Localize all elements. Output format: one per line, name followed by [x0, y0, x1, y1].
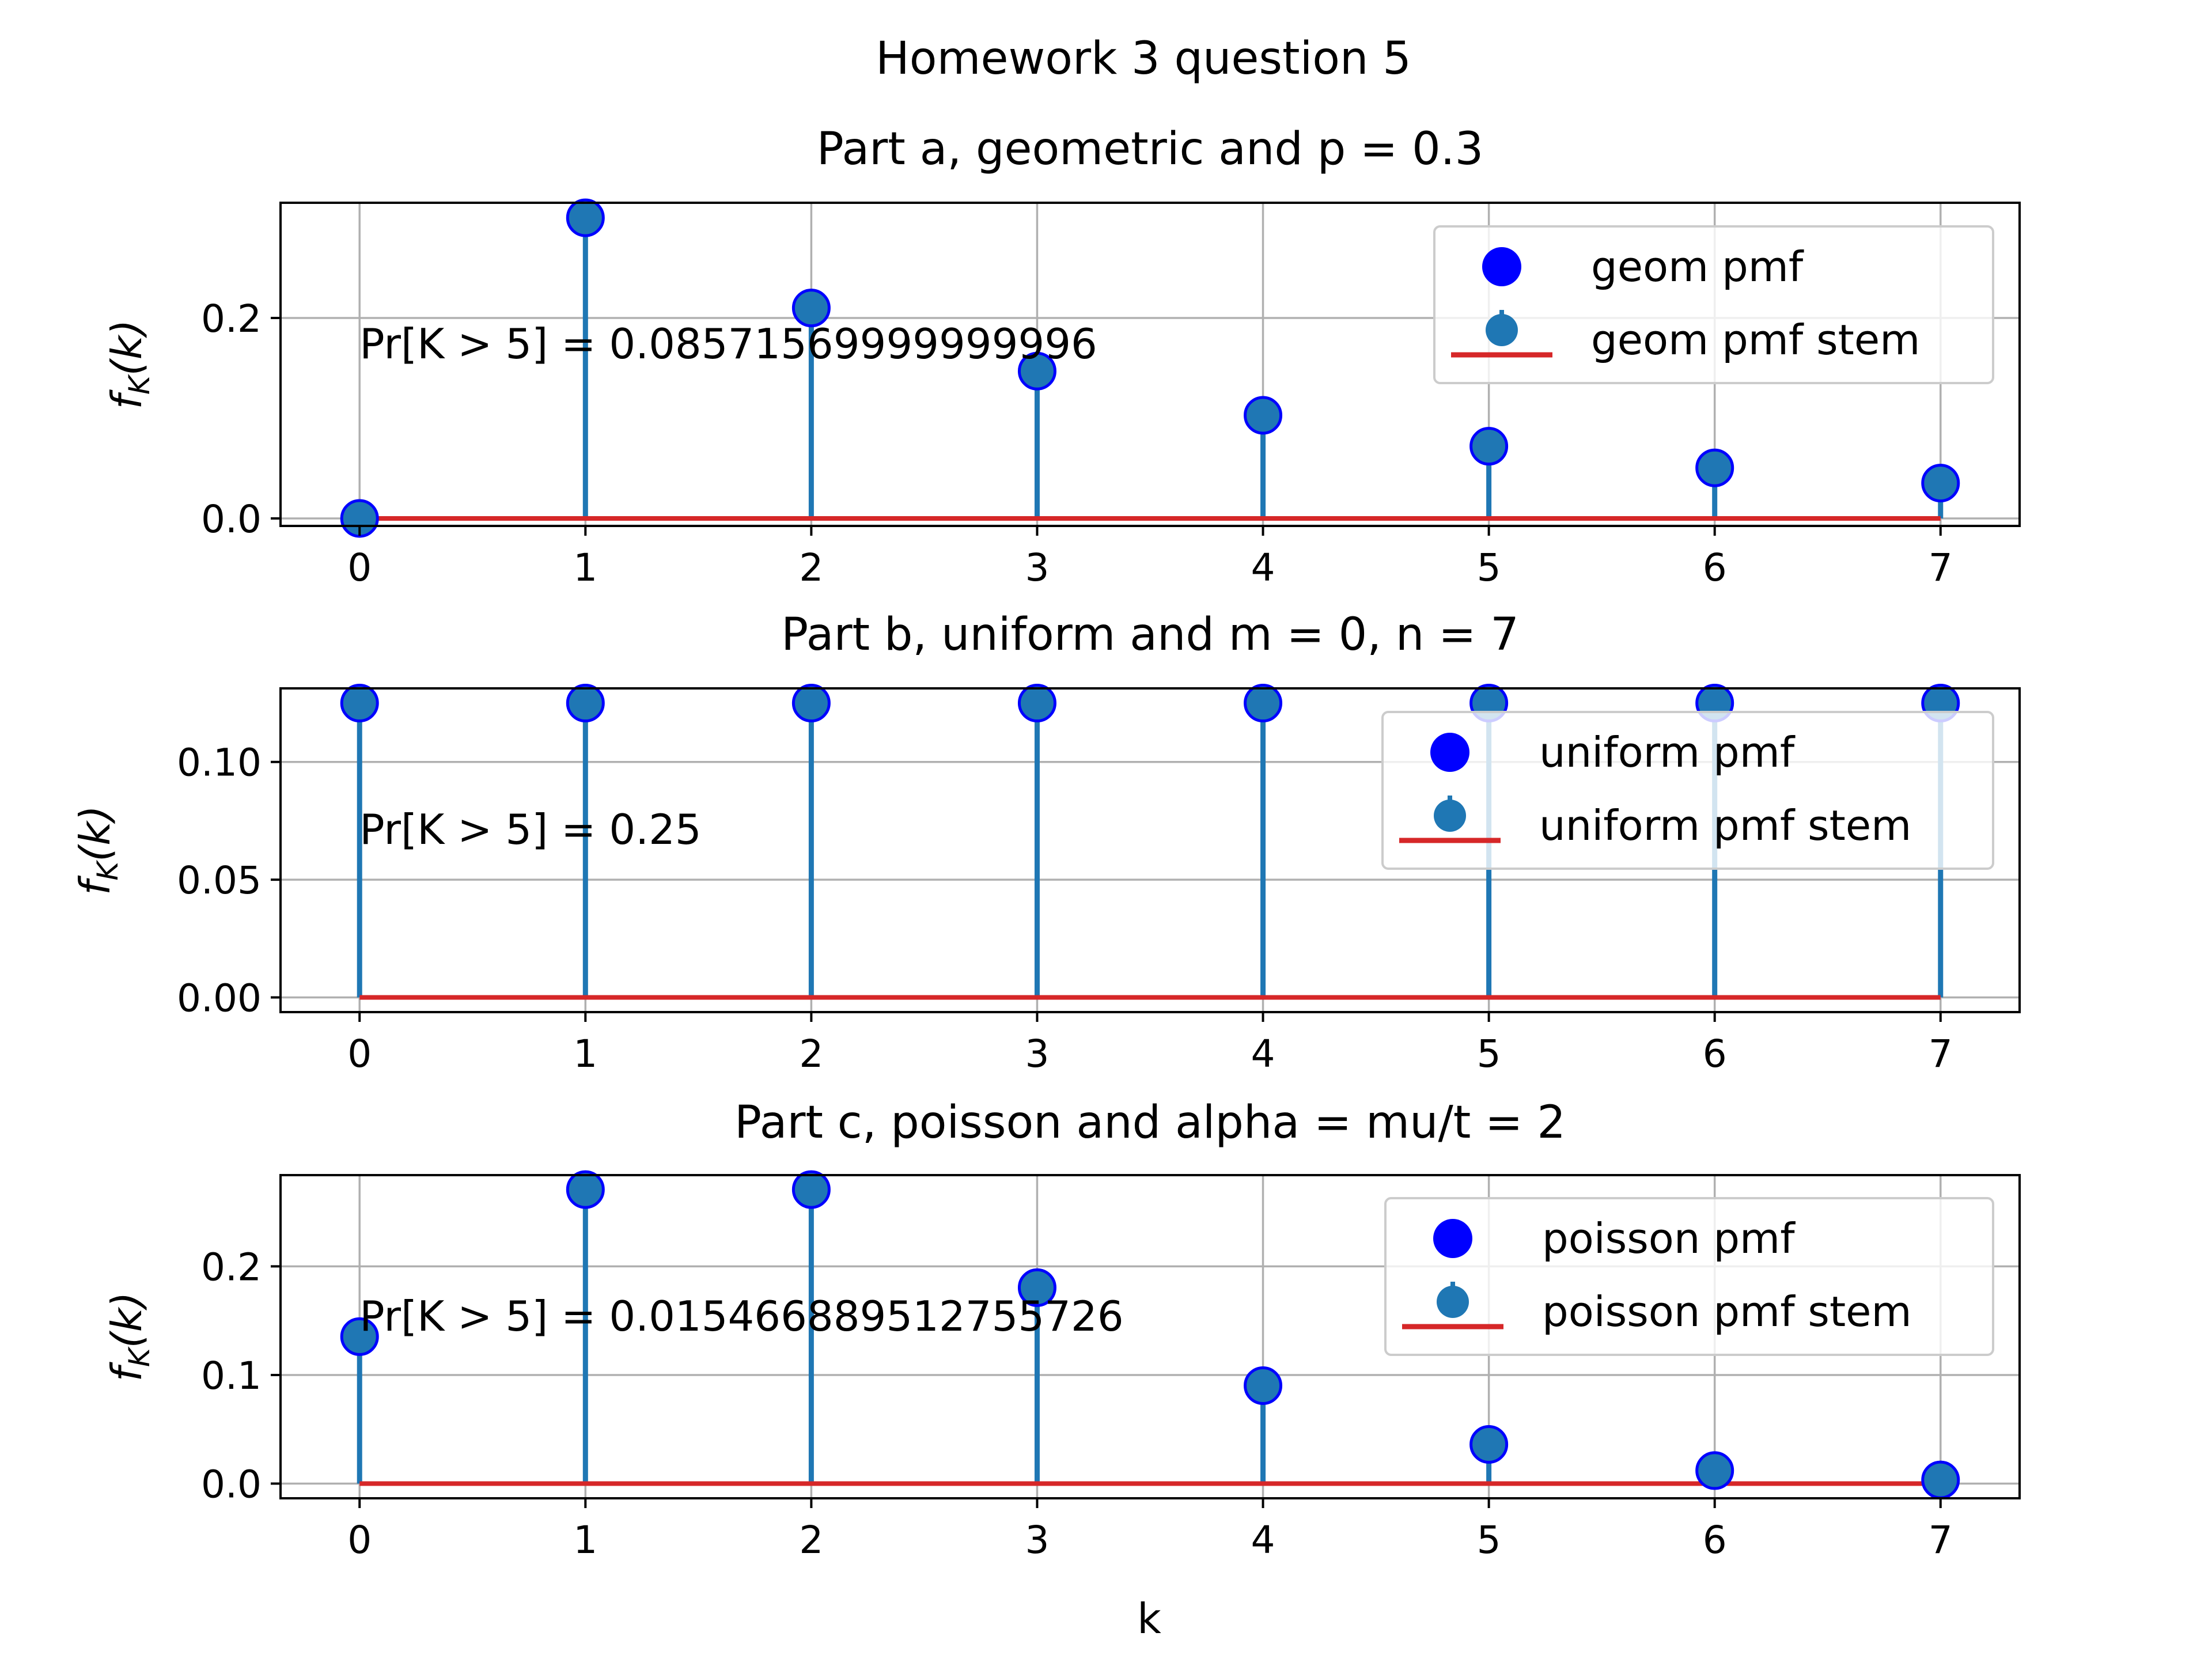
legend-marker-pmf — [1433, 1219, 1472, 1258]
y-tick-label: 0.10 — [177, 741, 262, 785]
axes-frame — [279, 687, 2021, 1013]
probability-annotation: Pr[K > 5] = 0.015466889512755726 — [359, 1292, 1123, 1340]
data-point — [1017, 1268, 1056, 1307]
x-tick-label: 3 — [1025, 1032, 1049, 1076]
data-point — [791, 684, 831, 723]
x-tick-label: 1 — [573, 1518, 597, 1562]
y-tick-label: 0.05 — [177, 858, 262, 903]
legend: geom pmf geom pmf stem — [1433, 225, 1994, 384]
data-point — [1244, 396, 1283, 435]
x-tick-label: 0 — [347, 1032, 372, 1076]
data-point — [1695, 1451, 1734, 1490]
legend-marker-stem — [1486, 314, 1518, 346]
data-point — [791, 1170, 831, 1209]
data-point — [340, 499, 379, 538]
y-tick-label: 0.0 — [201, 497, 262, 541]
legend-label-pmf: poisson pmf — [1542, 1214, 1796, 1263]
x-tick-label: 4 — [1251, 1032, 1275, 1076]
legend-box — [1384, 1197, 1994, 1356]
legend-marker-stem — [1434, 800, 1466, 832]
data-point — [340, 684, 379, 723]
x-tick-label: 4 — [1251, 546, 1275, 590]
x-tick-label: 7 — [1929, 1518, 1953, 1562]
data-point — [340, 1317, 379, 1356]
x-tick-label: 1 — [573, 546, 597, 590]
y-tick-label: 0.1 — [201, 1354, 262, 1398]
y-tick-label: 0.2 — [201, 297, 262, 341]
data-point — [566, 198, 605, 237]
legend-label-stem: poisson pmf stem — [1542, 1287, 1912, 1336]
x-axis-label: k — [1137, 1594, 1161, 1643]
data-point — [1017, 684, 1056, 723]
x-tick-label: 0 — [347, 546, 372, 590]
x-tick-label: 2 — [799, 1032, 823, 1076]
y-axis-label: fK(k) — [103, 319, 156, 409]
y-tick-label: 0.2 — [201, 1245, 262, 1289]
data-point — [1921, 1460, 1960, 1499]
subplot-title: Part a, geometric and p = 0.3 — [817, 123, 1483, 175]
x-tick-label: 0 — [347, 1518, 372, 1562]
legend-marker-stem — [1437, 1286, 1469, 1318]
data-point — [566, 684, 605, 723]
legend-label-pmf: geom pmf — [1591, 243, 1804, 291]
data-point — [1921, 464, 1960, 503]
figure-title: Homework 3 question 5 — [876, 33, 1411, 85]
x-tick-label: 6 — [1703, 1032, 1727, 1076]
y-axis-label: fK(k) — [71, 805, 124, 895]
subplot-title: Part b, uniform and m = 0, n = 7 — [781, 609, 1519, 661]
data-point — [1469, 427, 1509, 466]
data-point — [1244, 684, 1283, 723]
legend-marker-pmf — [1430, 733, 1469, 772]
y-axis-label: fK(k) — [103, 1291, 156, 1381]
data-point — [1244, 1366, 1283, 1405]
data-point — [1017, 351, 1056, 391]
x-tick-label: 2 — [799, 1518, 823, 1562]
subplot-2: Part b, uniform and m = 0, n = 7 0 1 2 3 4 5 6 7… — [71, 609, 2021, 1076]
y-tick-label: 0.00 — [177, 976, 262, 1020]
subplot-1: Part a, geometric and p = 0.3 0 1 2 3 4 5 6 7 0.0… — [103, 123, 2021, 590]
x-tick-label: 4 — [1251, 1518, 1275, 1562]
x-tick-label: 5 — [1477, 546, 1501, 590]
subplot-title: Part c, poisson and alpha = mu/t = 2 — [734, 1097, 1566, 1149]
x-tick-label: 2 — [799, 546, 823, 590]
legend-box — [1433, 225, 1994, 384]
legend-label-pmf: uniform pmf — [1539, 728, 1796, 777]
axes-frame — [279, 1174, 2021, 1499]
x-tick-label: 3 — [1025, 546, 1049, 590]
y-tick-label: 0.0 — [201, 1463, 262, 1507]
data-point — [1695, 448, 1734, 487]
data-point — [791, 289, 831, 328]
legend-label-stem: uniform pmf stem — [1539, 801, 1911, 850]
x-tick-label: 1 — [573, 1032, 597, 1076]
legend: uniform pmf uniform pmf stem — [1381, 711, 1994, 870]
legend-box — [1381, 711, 1994, 870]
x-tick-label: 5 — [1477, 1518, 1501, 1562]
x-tick-label: 5 — [1477, 1032, 1501, 1076]
data-point — [1469, 1425, 1509, 1464]
probability-annotation: Pr[K > 5] = 0.25 — [359, 805, 701, 854]
axes-frame — [279, 202, 2021, 527]
x-tick-label: 6 — [1703, 546, 1727, 590]
x-tick-label: 7 — [1929, 546, 1953, 590]
subplots: Part a, geometric and p = 0.3 0 1 2 3 4 5 6 7 0.0… — [71, 123, 2021, 1562]
probability-annotation: Pr[K > 5] = 0.08571569999999996 — [359, 320, 1097, 368]
subplot-3: Part c, poisson and alpha = mu/t = 2 0 1 2 3… — [103, 1097, 2021, 1562]
legend-label-stem: geom pmf stem — [1591, 316, 1920, 364]
legend-marker-pmf — [1482, 247, 1521, 286]
data-point — [566, 1170, 605, 1209]
x-tick-label: 3 — [1025, 1518, 1049, 1562]
x-tick-label: 6 — [1703, 1518, 1727, 1562]
legend: poisson pmf poisson pmf stem — [1384, 1197, 1994, 1356]
x-tick-label: 7 — [1929, 1032, 1953, 1076]
